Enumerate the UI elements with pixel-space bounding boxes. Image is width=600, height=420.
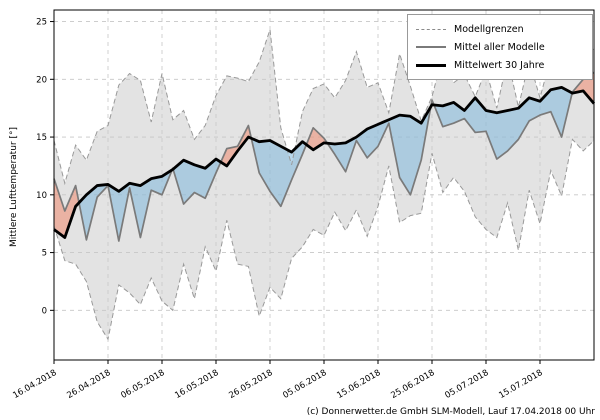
y-tick-label: 15 xyxy=(36,133,47,143)
x-tick-label: 16.05.2018 xyxy=(173,368,220,401)
black-line-icon xyxy=(416,63,446,67)
x-tick-label: 05.06.2018 xyxy=(281,368,328,401)
legend-label: Modellgrenzen xyxy=(454,23,524,35)
y-axis-label: Mittlere Lufttemperatur [°] xyxy=(9,127,19,247)
x-tick-label: 06.05.2018 xyxy=(119,368,166,401)
x-tick-label: 26.04.2018 xyxy=(65,368,112,401)
climate-mean-line xyxy=(53,85,596,239)
y-tick-label: 0 xyxy=(42,306,47,316)
gray-line-icon xyxy=(416,46,446,48)
legend-item-model-mean: Mittel aller Modelle xyxy=(416,38,584,56)
cold-anomaly-fill xyxy=(327,106,431,195)
dashed-line-icon xyxy=(416,28,446,30)
cold-anomaly-fill xyxy=(173,159,221,205)
legend-label: Mittel aller Modelle xyxy=(454,41,545,53)
legend-item-model-bounds: Modellgrenzen xyxy=(416,20,584,38)
y-tick-label: 25 xyxy=(36,18,47,28)
legend: Modellgrenzen Mittel aller Modelle Mitte… xyxy=(407,14,593,80)
x-tick-label: 25.06.2018 xyxy=(389,368,436,401)
legend-item-30yr-mean: Mittelwert 30 Jahre xyxy=(416,56,584,74)
x-tick-label: 15.06.2018 xyxy=(335,368,382,401)
legend-label: Mittelwert 30 Jahre xyxy=(454,59,545,71)
cold-anomaly-fill xyxy=(251,138,307,207)
y-tick-label: 5 xyxy=(42,249,47,259)
y-tick-label: 10 xyxy=(36,191,47,201)
x-tick-label: 16.04.2018 xyxy=(11,368,58,401)
y-tick-label: 20 xyxy=(36,75,47,85)
x-tick-label: 15.07.2018 xyxy=(497,368,544,401)
lower-model-bound-line xyxy=(53,138,595,341)
x-tick-label: 05.07.2018 xyxy=(443,368,490,401)
x-tick-label: 26.05.2018 xyxy=(227,368,274,401)
cold-anomaly-fill xyxy=(433,87,573,160)
model-mean-line xyxy=(53,71,595,242)
copyright-caption: (c) Donnerwetter.de GmbH SLM-Modell, Lau… xyxy=(306,407,595,417)
